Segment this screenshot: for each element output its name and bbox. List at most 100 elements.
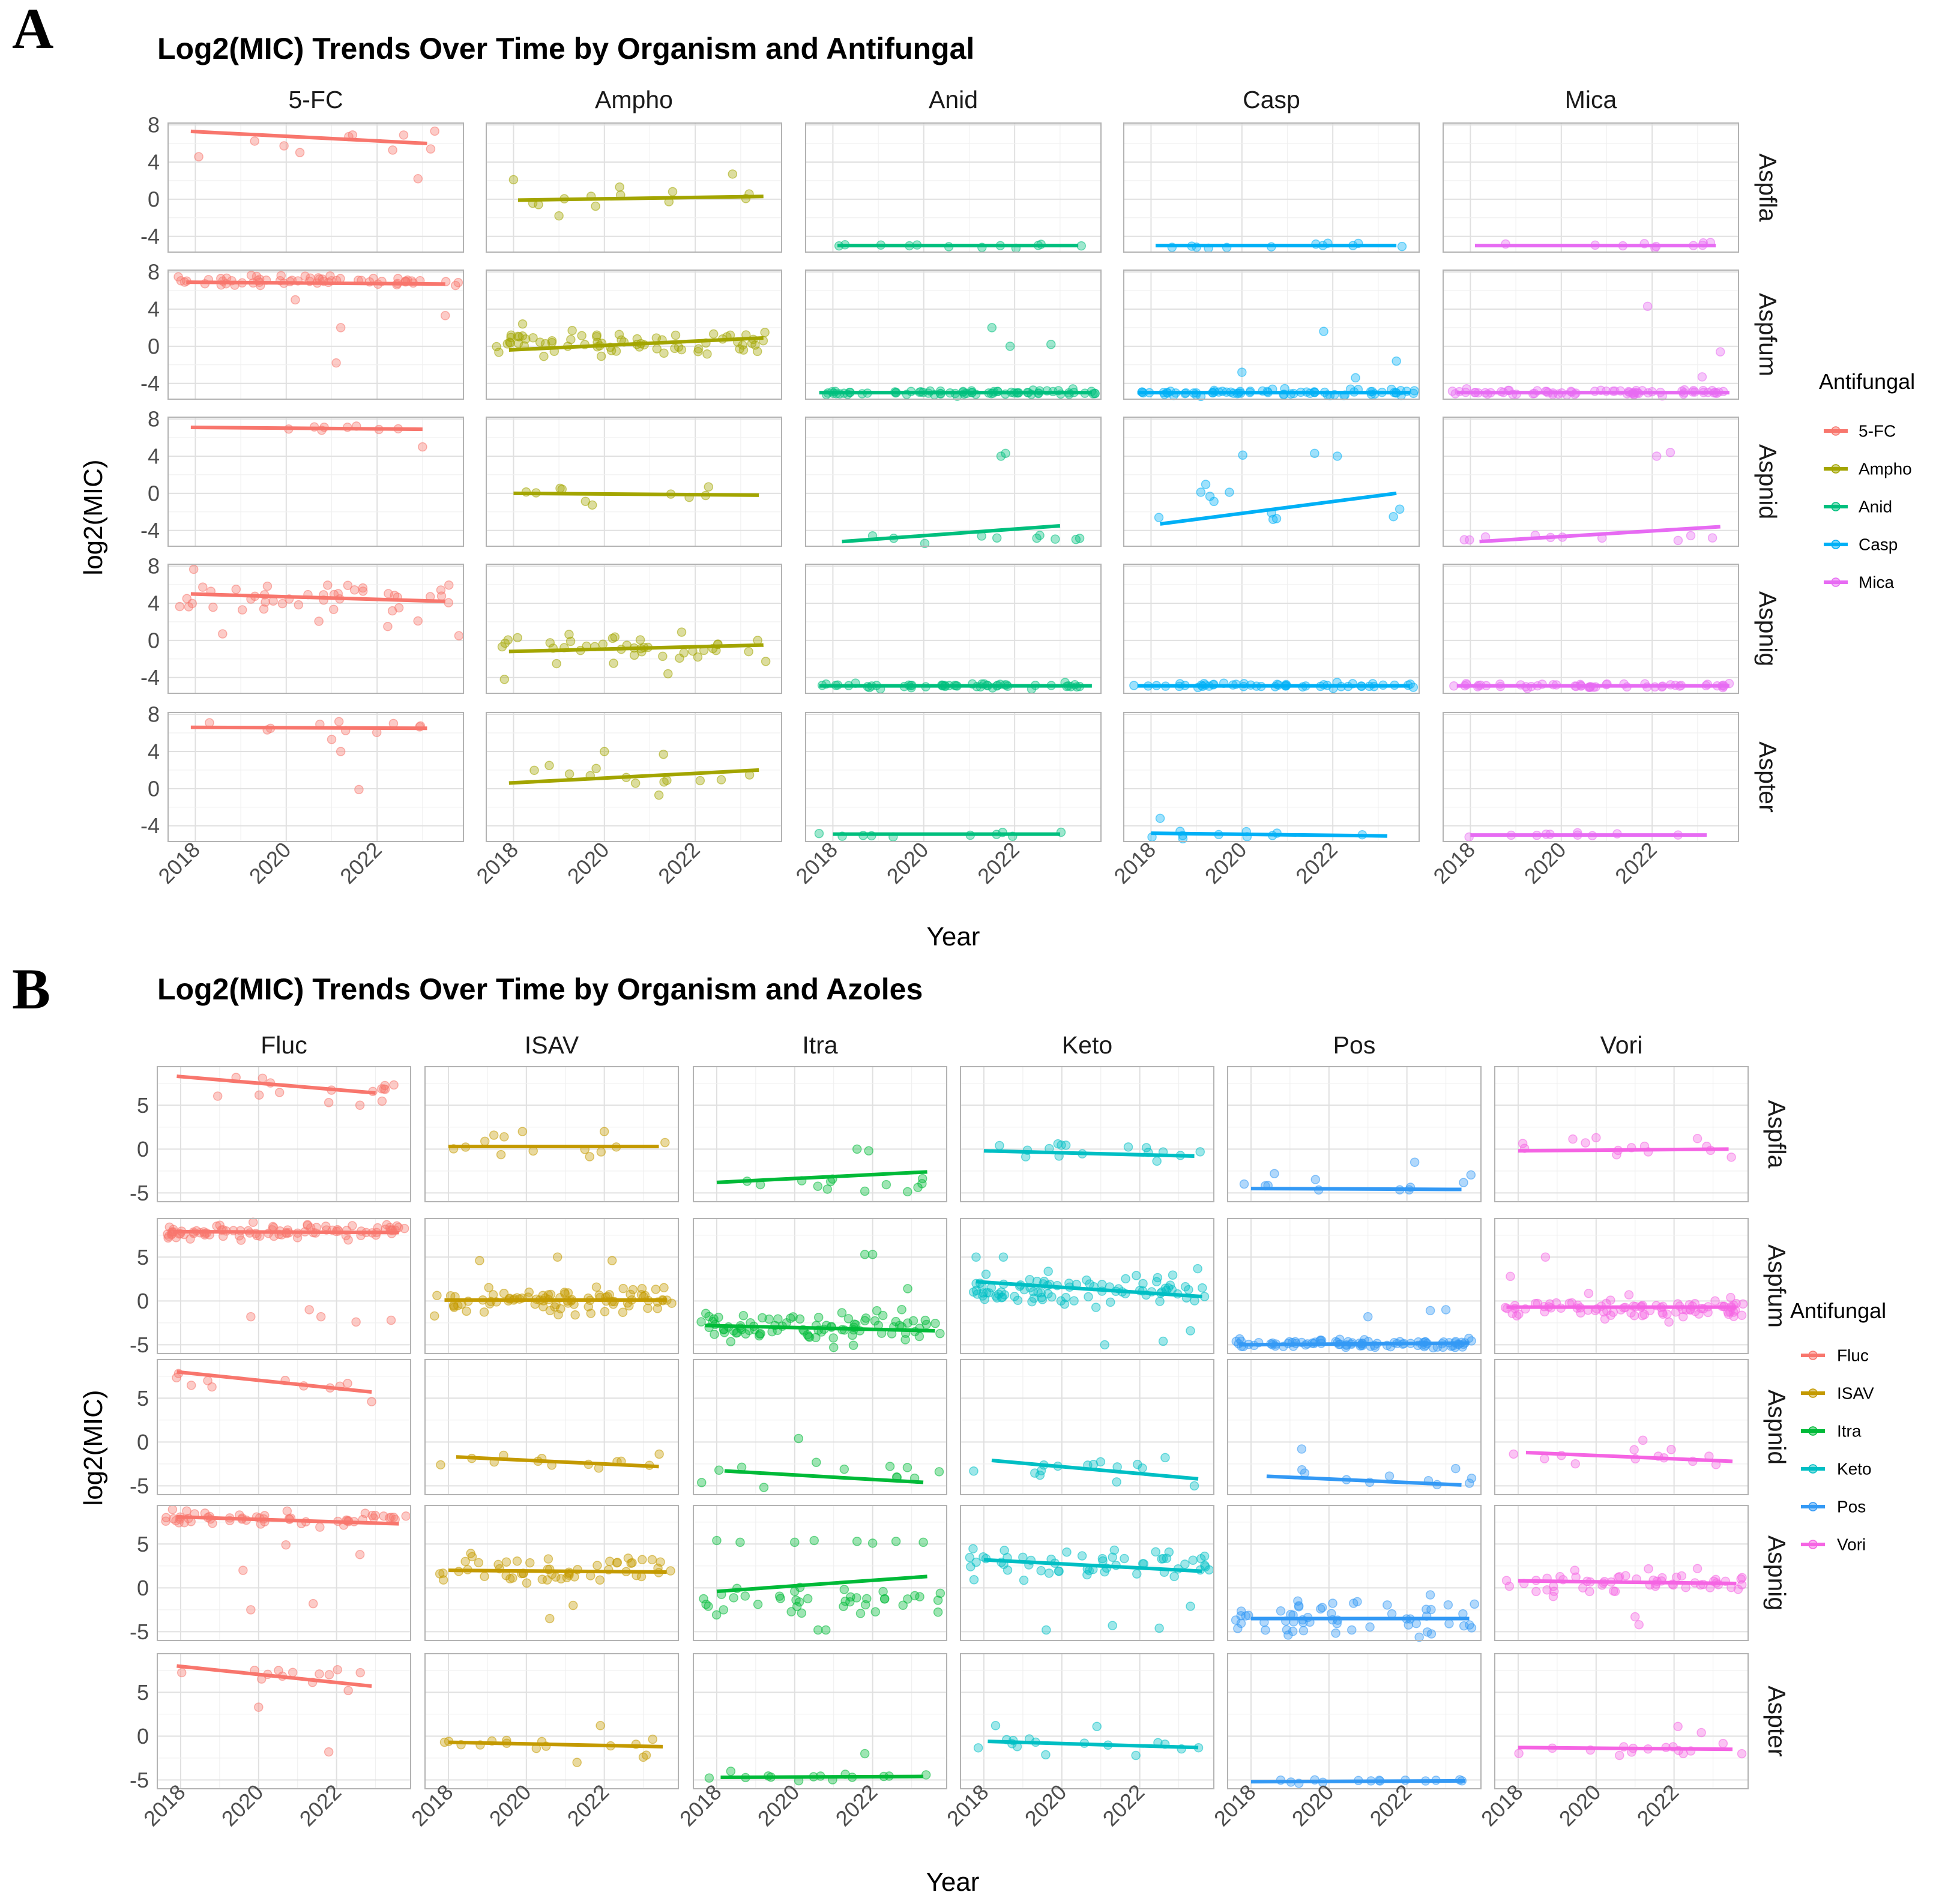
trend-line: [1239, 1341, 1470, 1347]
facet-column-label: Anid: [929, 86, 978, 113]
data-point: [1422, 1627, 1432, 1637]
data-point: [659, 348, 669, 358]
legend-entry: Keto: [1837, 1460, 1872, 1478]
panel-background: [806, 712, 1101, 842]
panel-border: [486, 122, 782, 253]
trend-line: [508, 643, 764, 654]
panel-background: [960, 1219, 1214, 1354]
chart-title: Log2(MIC) Trends Over Time by Organism a…: [157, 32, 974, 65]
data-point: [1165, 1280, 1175, 1290]
trend-line: [1518, 1579, 1737, 1586]
data-point: [389, 1080, 399, 1090]
legend-key-point: [1831, 464, 1841, 474]
panel-background: [1443, 712, 1738, 842]
data-point: [1426, 1604, 1436, 1615]
data-point: [860, 1600, 870, 1610]
data-point: [324, 1747, 334, 1757]
panel-border: [486, 564, 782, 694]
data-point: [466, 1549, 475, 1558]
data-point: [1673, 535, 1683, 546]
data-point: [1003, 1565, 1013, 1575]
panel-background: [1124, 564, 1419, 693]
x-axis-label: Year: [927, 922, 980, 951]
data-point: [1042, 1625, 1051, 1635]
data-point: [903, 1284, 912, 1294]
legend-entry: Anid: [1859, 498, 1892, 516]
data-point: [586, 1309, 596, 1318]
trend-line: [190, 592, 445, 603]
data-point: [1160, 1453, 1170, 1463]
data-point: [1077, 1551, 1087, 1561]
data-point: [1276, 1606, 1286, 1616]
data-point: [1347, 1625, 1357, 1635]
data-point: [185, 1234, 195, 1244]
data-point: [254, 1090, 264, 1100]
y-tick-label: 4: [148, 444, 160, 468]
legend-title: Antifungal: [1790, 1298, 1886, 1323]
facet-panel-aspter-keto: [960, 1653, 1214, 1789]
data-point: [671, 330, 681, 340]
data-point: [1729, 1312, 1738, 1321]
data-point: [1629, 1445, 1639, 1455]
y-tick-label: 8: [148, 554, 160, 579]
data-point: [860, 1250, 870, 1259]
panel-background: [693, 1654, 947, 1789]
data-point: [436, 1460, 445, 1470]
panel-border: [424, 1218, 679, 1354]
data-point: [413, 174, 423, 184]
panel-border: [157, 1505, 411, 1641]
data-point: [1317, 1603, 1327, 1612]
data-point: [1198, 1283, 1207, 1293]
data-point: [860, 1749, 870, 1759]
data-point: [564, 630, 574, 639]
panel-background: [486, 123, 782, 252]
data-point: [1630, 1612, 1640, 1622]
data-point: [1615, 1750, 1624, 1761]
panel-background: [1124, 123, 1419, 252]
data-point: [659, 1283, 669, 1293]
data-point: [1298, 1625, 1309, 1636]
panel-border: [424, 1653, 679, 1789]
y-tick-label: 8: [148, 407, 160, 432]
facet-row-label: Aspnig: [1763, 1535, 1791, 1610]
data-point: [710, 1330, 719, 1339]
data-point: [752, 346, 762, 357]
data-point: [828, 1343, 839, 1352]
legend-key-point: [1831, 426, 1841, 436]
data-point: [274, 1088, 285, 1097]
data-point: [358, 586, 368, 596]
data-point: [1131, 1750, 1141, 1761]
data-point: [738, 1310, 749, 1321]
trend-line: [983, 1558, 1202, 1573]
data-point: [870, 1316, 880, 1326]
data-point: [618, 1307, 628, 1318]
facet-panel-aspfla-keto: [960, 1066, 1214, 1202]
data-point: [1581, 1138, 1590, 1148]
data-point: [740, 1591, 750, 1601]
panel-border: [486, 417, 782, 547]
data-point: [1297, 1444, 1307, 1454]
data-point: [903, 1318, 912, 1328]
data-point: [1092, 1722, 1102, 1732]
data-point: [1634, 1619, 1644, 1630]
data-point: [1591, 1133, 1601, 1143]
panel-border: [1494, 1359, 1749, 1495]
facet-panel-aspter-isav: [424, 1653, 679, 1789]
data-point: [462, 1306, 471, 1316]
trend-line: [448, 1740, 663, 1749]
data-point: [198, 582, 208, 592]
panel-border: [1494, 1653, 1749, 1789]
data-point: [900, 1335, 910, 1345]
facet-panel-aspfla-ampho: [486, 122, 782, 253]
data-point: [300, 271, 310, 281]
data-point: [506, 330, 516, 340]
data-point: [315, 1522, 325, 1532]
data-point: [288, 1668, 298, 1678]
chart-title: Log2(MIC) Trends Over Time by Organism a…: [157, 972, 923, 1006]
data-point: [367, 1397, 376, 1406]
facet-panel-aspnig-itra: [693, 1505, 947, 1641]
panel-background: [1228, 1654, 1481, 1789]
data-point: [1062, 1547, 1072, 1557]
panel-background: [425, 1360, 678, 1495]
data-point: [828, 1333, 838, 1343]
